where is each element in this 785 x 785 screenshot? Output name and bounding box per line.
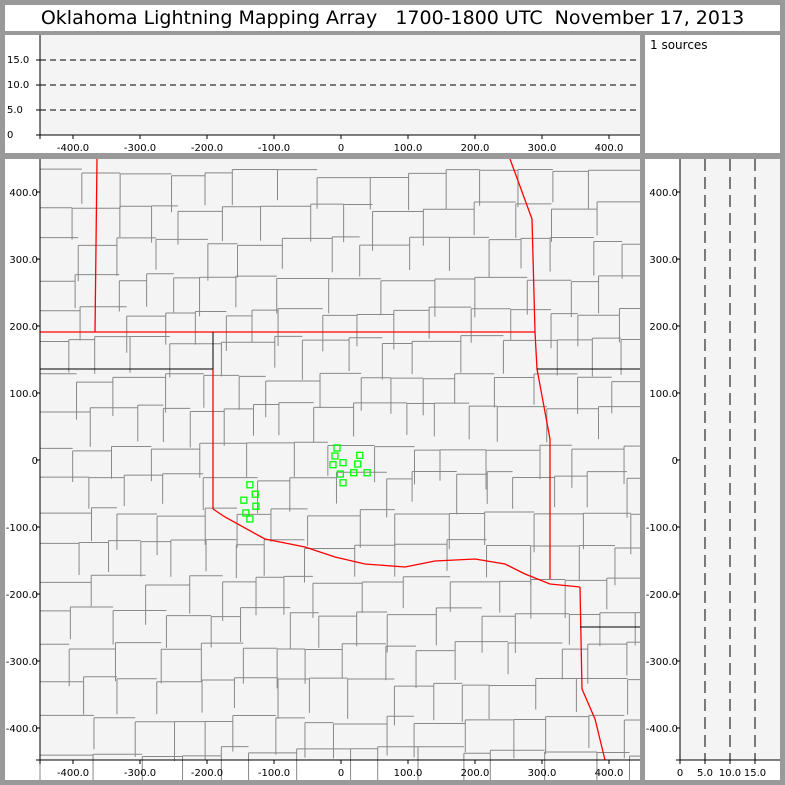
state-border	[509, 159, 551, 579]
x-tick-label: 0	[338, 143, 344, 153]
source-point	[329, 461, 337, 469]
state-border	[579, 586, 606, 761]
x-tick-label: 10.0	[719, 768, 741, 779]
y-tick-label: -200.0	[6, 590, 38, 601]
y-tick-label: 15.0	[7, 55, 29, 66]
plan-view-panel: 400.0 300.0 200.0 100.0 0 -100.0 -200.0 -300.0 -…	[5, 159, 640, 780]
y-tick-label: -300.0	[6, 657, 38, 668]
x-tick-label: -400.0	[57, 768, 89, 779]
info-panel: 1 sources	[645, 35, 780, 153]
x-tick-label: 400.0	[595, 768, 624, 779]
x-tick-label: 100.0	[394, 143, 423, 153]
plot-title: Oklahoma Lightning Mapping Array 1700-18…	[5, 5, 780, 31]
source-point	[354, 460, 362, 468]
source-point	[339, 479, 347, 487]
x-tick-label: 5.0	[697, 768, 713, 779]
x-tick-label: 0	[338, 768, 344, 779]
x-tick-label: -300.0	[124, 768, 156, 779]
y-tick-label: -400.0	[6, 724, 38, 735]
y-tick-label: 400.0	[649, 188, 678, 199]
source-point	[252, 502, 260, 510]
y-tick-label: 5.0	[7, 105, 23, 116]
x-tick-label: -200.0	[191, 768, 223, 779]
x-tick-label: 15.0	[744, 768, 766, 779]
x-tick-label: 300.0	[528, 143, 557, 153]
county-lines	[39, 168, 640, 780]
y-tick-label: 0	[672, 456, 678, 467]
y-tick-label: -400.0	[646, 724, 678, 735]
y-tick-label: 0	[7, 130, 13, 141]
y-tick-label: -100.0	[646, 523, 678, 534]
x-tick-label: 100.0	[394, 768, 423, 779]
source-point	[363, 469, 371, 477]
state-border	[212, 508, 581, 588]
x-tick-label: 200.0	[461, 143, 490, 153]
source-point	[240, 496, 248, 504]
source-point	[339, 459, 347, 467]
y-tick-label: -100.0	[6, 523, 38, 534]
source-point	[331, 452, 339, 460]
x-tick-label: -200.0	[191, 143, 223, 153]
y-tick-label: 100.0	[9, 389, 38, 400]
y-tick-label: 10.0	[7, 80, 29, 91]
y-tick-label: 300.0	[9, 255, 38, 266]
source-point	[336, 470, 344, 478]
x-tick-label: 200.0	[461, 768, 490, 779]
y-tick-label: 400.0	[9, 188, 38, 199]
source-point	[246, 481, 254, 489]
x-tick-label: -400.0	[57, 143, 89, 153]
x-tick-label: -100.0	[258, 768, 290, 779]
source-point	[350, 469, 358, 477]
y-tick-label: -200.0	[646, 590, 678, 601]
source-point	[246, 515, 254, 523]
state-border	[94, 159, 98, 333]
altitude-panel: 0 5.0 10.0 15.0 -400.0 -300.0 -200.0 -100.0 0 100…	[5, 35, 640, 153]
x-tick-label: 300.0	[528, 768, 557, 779]
source-count: 1 sources	[650, 38, 708, 52]
y-tick-label: 100.0	[649, 389, 678, 400]
x-tick-label: 400.0	[595, 143, 624, 153]
y-tick-label: -300.0	[646, 657, 678, 668]
x-tick-label: 0	[677, 768, 683, 779]
x-tick-label: -300.0	[124, 143, 156, 153]
y-tick-label: 300.0	[649, 255, 678, 266]
y-tick-label: 200.0	[649, 322, 678, 333]
ns-altitude-panel: 400.0 300.0 200.0 100.0 0 -100.0 -200.0 -300.0 -…	[645, 159, 780, 780]
x-tick-label: -100.0	[258, 143, 290, 153]
source-point	[242, 509, 250, 517]
y-tick-label: 200.0	[9, 322, 38, 333]
y-tick-label: 0	[32, 456, 38, 467]
source-point	[251, 490, 259, 498]
source-point	[333, 444, 341, 452]
source-point	[356, 451, 364, 459]
